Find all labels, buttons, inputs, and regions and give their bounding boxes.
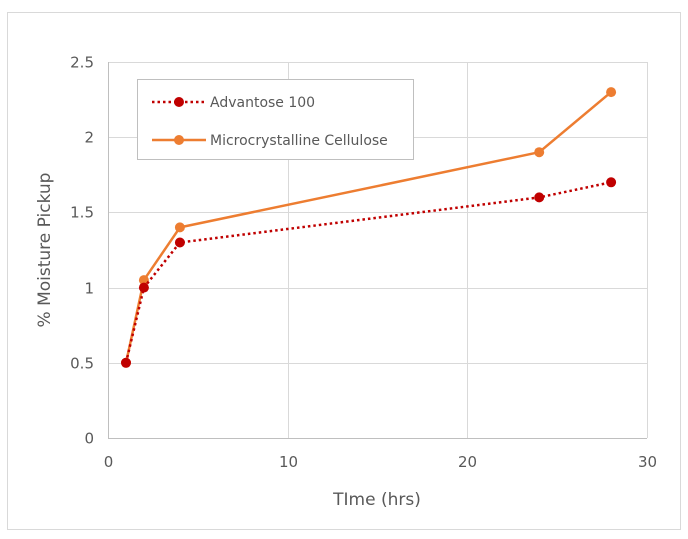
y-tick-label: 1 xyxy=(84,280,94,298)
legend-label-advantose: Advantose 100 xyxy=(210,95,315,111)
y-tick-label: 1.5 xyxy=(70,204,94,222)
x-tick-label: 30 xyxy=(638,453,657,471)
data-point-advantose-100 xyxy=(138,282,149,293)
legend-entry-microcrystalline: Microcrystalline Cellulose xyxy=(152,133,388,149)
data-point-advantose-100 xyxy=(534,192,545,203)
legend-box xyxy=(137,79,414,160)
x-tick-label: 10 xyxy=(279,453,298,471)
y-tick-label: 2.5 xyxy=(70,54,94,72)
data-point-microcrystalline-cellulose xyxy=(606,87,617,98)
data-point-microcrystalline-cellulose xyxy=(174,222,185,233)
legend-marker-advantose xyxy=(174,97,184,107)
y-tick-label: 0 xyxy=(84,430,94,448)
series-line-advantose-100 xyxy=(124,181,612,364)
y-tick-label: 2 xyxy=(84,129,94,147)
y-axis-label: % Moisture Pickup xyxy=(35,173,55,328)
legend-label-microcrystalline: Microcrystalline Cellulose xyxy=(210,133,388,149)
series-layer xyxy=(121,87,617,368)
data-point-advantose-100 xyxy=(606,177,617,188)
x-tick-label: 0 xyxy=(104,453,114,471)
data-point-advantose-100 xyxy=(121,357,131,368)
x-axis-label: TIme (hrs) xyxy=(332,490,421,510)
legend: Advantose 100 Microcrystalline Cellulose xyxy=(137,79,414,160)
legend-marker-microcrystalline xyxy=(174,135,184,145)
x-tick-label: 20 xyxy=(458,453,477,471)
y-tick-label: 0.5 xyxy=(70,355,94,373)
data-point-microcrystalline-cellulose xyxy=(534,147,545,158)
axes: 0 0.5 1 1.5 2 2.5 0 10 20 30 xyxy=(70,54,657,472)
data-point-advantose-100 xyxy=(174,237,185,248)
gridlines xyxy=(108,62,648,438)
legend-entry-advantose: Advantose 100 xyxy=(152,95,315,111)
